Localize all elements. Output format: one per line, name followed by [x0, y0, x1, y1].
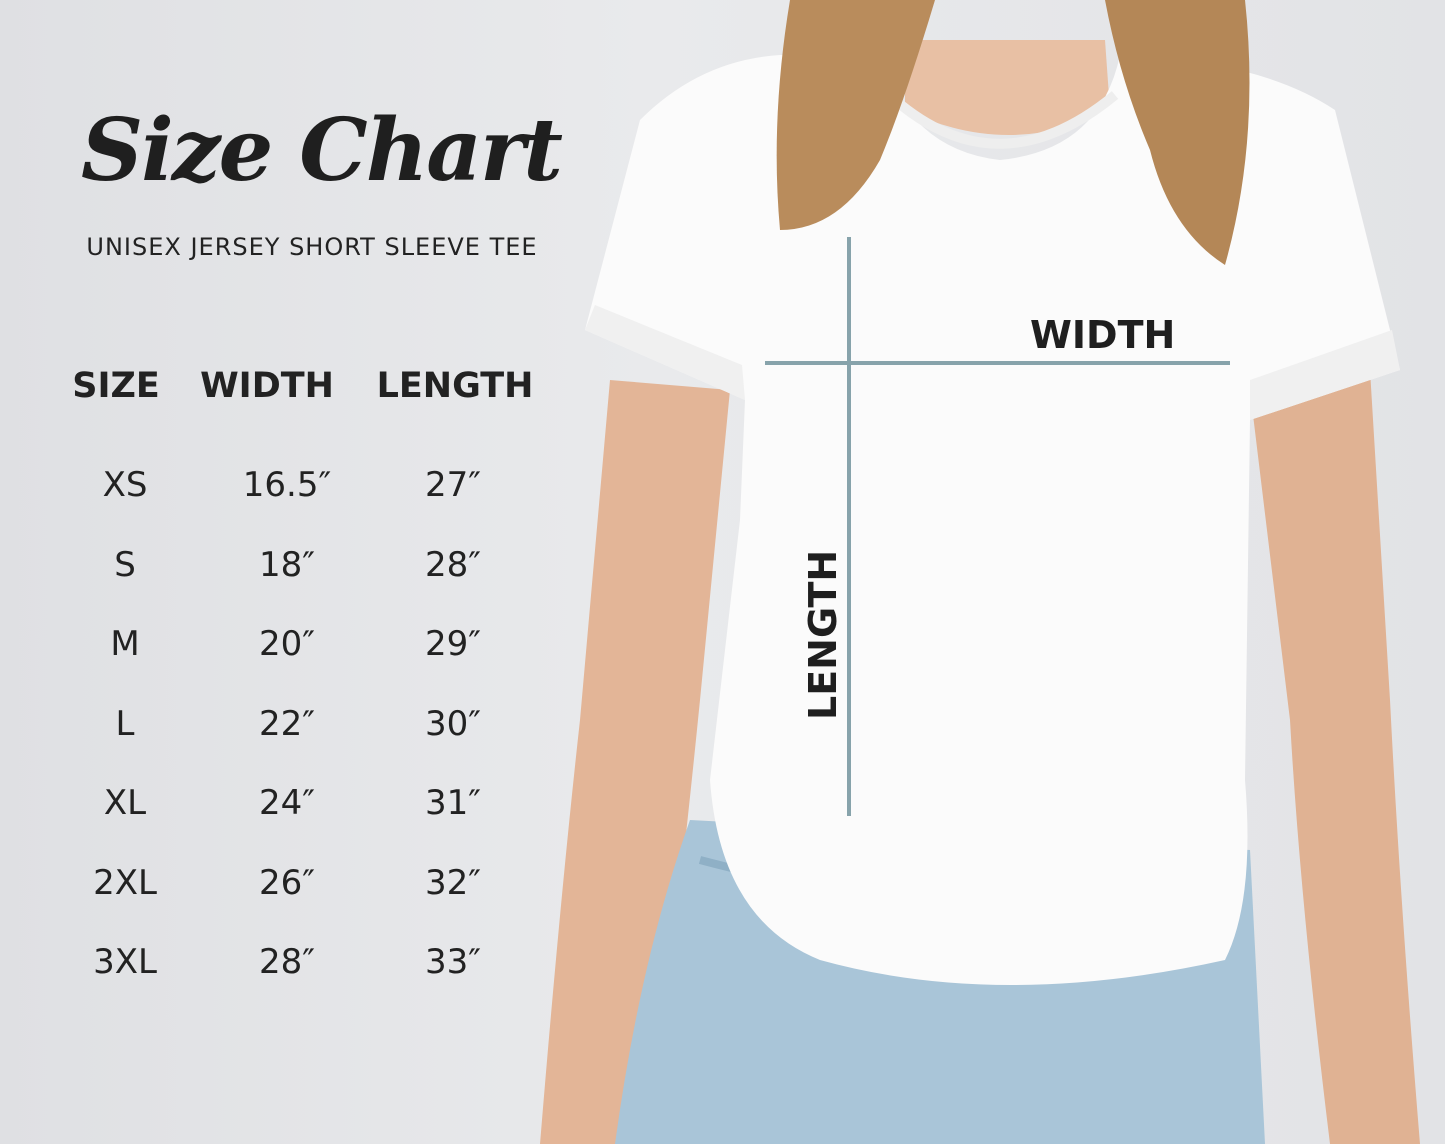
- length-cell: 29″: [425, 624, 481, 664]
- size-cell: XL: [103, 783, 147, 823]
- size-cell: 3XL: [93, 942, 157, 982]
- length-cell: 27″: [425, 465, 481, 505]
- size-cell: XS: [102, 465, 148, 505]
- length-cell: 30″: [425, 703, 481, 744]
- product-subtitle: UNISEX JERSEY SHORT SLEEVE TEE: [86, 233, 538, 261]
- length-cell: 31″: [425, 783, 481, 823]
- width-cell: 24″: [259, 783, 315, 823]
- width-cell: 22″: [259, 703, 315, 744]
- length-label: LENGTH: [801, 549, 845, 720]
- width-cell: 28″: [259, 942, 315, 982]
- size-cell: L: [115, 703, 135, 744]
- length-cell: 28″: [425, 544, 481, 585]
- size-cell: 2XL: [93, 862, 157, 903]
- column-header-size: SIZE: [72, 366, 160, 406]
- column-header-length: LENGTH: [376, 366, 534, 406]
- width-cell: 26″: [259, 862, 315, 903]
- column-header-width: WIDTH: [200, 366, 334, 406]
- size-chart-title: Size Chart: [80, 100, 563, 201]
- size-cell: M: [110, 624, 140, 664]
- width-label: WIDTH: [1030, 313, 1176, 357]
- width-cell: 16.5″: [242, 465, 332, 505]
- length-cell: 33″: [425, 942, 481, 982]
- size-cell: S: [114, 544, 136, 585]
- width-cell: 20″: [259, 624, 315, 664]
- length-cell: 32″: [425, 862, 481, 903]
- width-cell: 18″: [259, 544, 315, 585]
